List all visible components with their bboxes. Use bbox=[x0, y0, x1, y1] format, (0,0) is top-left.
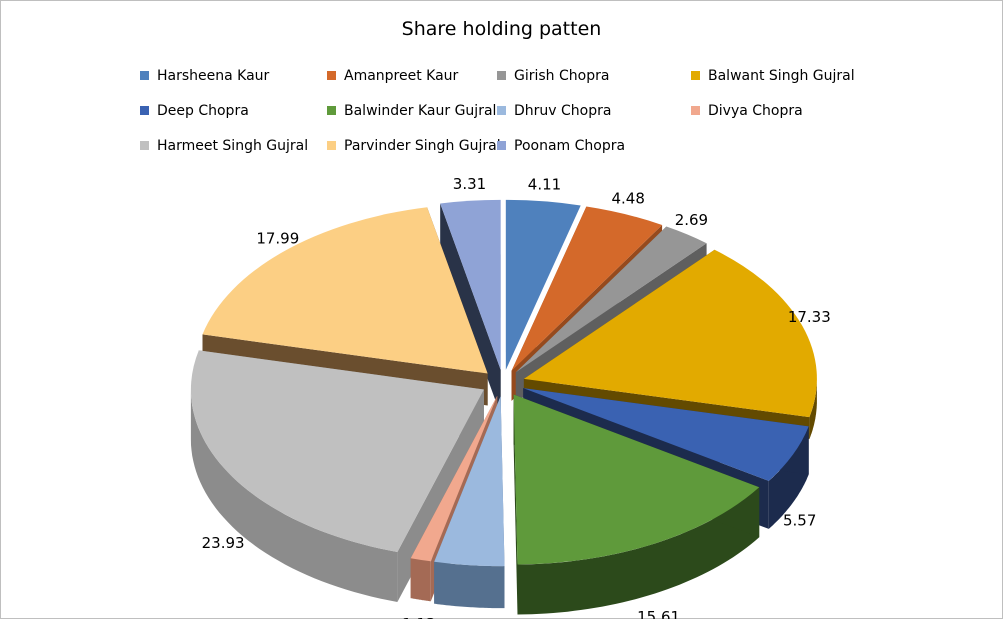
legend-label-divya-chopra: Divya Chopra bbox=[708, 103, 803, 119]
legend-label-poonam-chopra: Poonam Chopra bbox=[514, 138, 626, 154]
legend-swatch-balwinder-kaur-gujral bbox=[327, 106, 336, 115]
pie-top-amanpreet-kaur bbox=[511, 206, 663, 371]
pie-top-parvinder-singh-gujral bbox=[202, 207, 488, 374]
legend-label-deep-chopra: Deep Chopra bbox=[157, 103, 249, 119]
legend-swatch-dhruv-chopra bbox=[497, 106, 506, 115]
pie-side-harmeet-singh-gujral bbox=[190, 389, 398, 602]
legend-swatch-harsheena-kaur bbox=[140, 71, 149, 80]
pie-slice-harsheena-kaur bbox=[505, 199, 581, 370]
legend-swatch-poonam-chopra bbox=[497, 141, 506, 150]
data-label-harmeet-singh-gujral: 23.93 bbox=[202, 534, 245, 552]
data-label-deep-chopra: 5.57 bbox=[783, 511, 816, 529]
legend-label-girish-chopra: Girish Chopra bbox=[514, 68, 610, 84]
legend-swatch-harmeet-singh-gujral bbox=[140, 141, 149, 150]
pie-side-balwinder-kaur-gujral bbox=[517, 487, 760, 615]
pie-top-divya-chopra bbox=[410, 395, 498, 562]
legend-item-balwinder-kaur-gujral: Balwinder Kaur Gujral bbox=[327, 101, 496, 121]
legend-label-dhruv-chopra: Dhruv Chopra bbox=[514, 103, 612, 119]
legend-label-amanpreet-kaur: Amanpreet Kaur bbox=[344, 68, 459, 84]
legend-swatch-girish-chopra bbox=[497, 71, 506, 80]
legend-label-harsheena-kaur: Harsheena Kaur bbox=[157, 68, 270, 84]
legend-item-parvinder-singh-gujral: Parvinder Singh Gujral bbox=[327, 136, 501, 156]
pie-top-harmeet-singh-gujral bbox=[190, 350, 484, 552]
data-label-amanpreet-kaur: 4.48 bbox=[611, 189, 644, 207]
pie-slice-balwinder-kaur-gujral bbox=[513, 394, 760, 615]
legend-swatch-deep-chopra bbox=[140, 106, 149, 115]
data-label-poonam-chopra: 3.31 bbox=[453, 175, 486, 193]
legend-item-harsheena-kaur: Harsheena Kaur bbox=[140, 66, 269, 86]
data-label-balwinder-kaur-gujral: 15.61 bbox=[637, 608, 680, 619]
data-label-balwant-singh-gujral: 17.33 bbox=[788, 308, 831, 326]
pie-cut-face-balwinder-kaur-gujral-1 bbox=[513, 394, 518, 615]
legend-label-balwant-singh-gujral: Balwant Singh Gujral bbox=[708, 68, 855, 84]
pie-top-harsheena-kaur bbox=[505, 199, 581, 370]
legend-label-balwinder-kaur-gujral: Balwinder Kaur Gujral bbox=[344, 103, 497, 119]
data-label-girish-chopra: 2.69 bbox=[675, 211, 708, 229]
pie-top-poonam-chopra bbox=[440, 199, 501, 370]
legend-swatch-amanpreet-kaur bbox=[327, 71, 336, 80]
data-label-parvinder-singh-gujral: 17.99 bbox=[256, 229, 299, 247]
legend-swatch-divya-chopra bbox=[691, 106, 700, 115]
legend-swatch-parvinder-singh-gujral bbox=[327, 141, 336, 150]
pie-top-balwinder-kaur-gujral bbox=[513, 394, 760, 565]
pie-top-girish-chopra bbox=[515, 226, 707, 373]
legend-swatch-balwant-singh-gujral bbox=[691, 71, 700, 80]
pie-slice-poonam-chopra bbox=[440, 199, 501, 415]
pie-top-dhruv-chopra bbox=[434, 396, 505, 567]
legend-item-deep-chopra: Deep Chopra bbox=[140, 101, 249, 121]
legend-item-harmeet-singh-gujral: Harmeet Singh Gujral bbox=[140, 136, 308, 156]
pie-top-balwant-singh-gujral bbox=[523, 249, 817, 418]
pie-cut-face-poonam-chopra-0 bbox=[440, 203, 501, 415]
legend-item-dhruv-chopra: Dhruv Chopra bbox=[497, 101, 611, 121]
legend-label-parvinder-singh-gujral: Parvinder Singh Gujral bbox=[344, 138, 501, 154]
data-label-divya-chopra: 1.13 bbox=[402, 615, 435, 619]
pie-top-deep-chopra bbox=[523, 388, 809, 481]
legend-item-balwant-singh-gujral: Balwant Singh Gujral bbox=[691, 66, 855, 86]
data-label-harsheena-kaur: 4.11 bbox=[528, 176, 561, 194]
pie-slice-dhruv-chopra bbox=[434, 396, 505, 609]
legend-item-divya-chopra: Divya Chopra bbox=[691, 101, 803, 121]
legend-item-amanpreet-kaur: Amanpreet Kaur bbox=[327, 66, 458, 86]
pie-side-dhruv-chopra bbox=[434, 561, 505, 609]
legend-item-girish-chopra: Girish Chopra bbox=[497, 66, 609, 86]
legend-item-poonam-chopra: Poonam Chopra bbox=[497, 136, 625, 156]
pie-slice-harmeet-singh-gujral bbox=[190, 350, 484, 602]
chart-title: Share holding patten bbox=[401, 18, 602, 40]
pie-side-balwant-singh-gujral bbox=[809, 378, 817, 440]
legend-label-harmeet-singh-gujral: Harmeet Singh Gujral bbox=[157, 138, 309, 154]
